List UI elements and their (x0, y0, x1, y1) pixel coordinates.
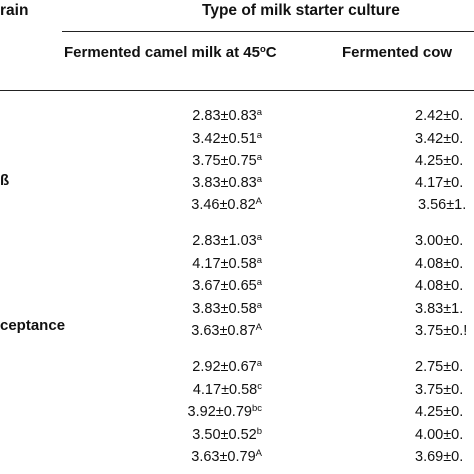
significance-letter: a (256, 357, 262, 369)
cell-value: 2.83±1.03 (192, 233, 257, 249)
camel-milk-value: 4.17±0.58c (193, 382, 262, 398)
cell-value: 2.92±0.67 (192, 359, 257, 375)
significance-letter: a (256, 299, 262, 311)
cell-value: 3.46±0.82 (191, 197, 256, 213)
significance-letter: c (257, 380, 262, 392)
cow-milk-value: 4.00±0. (415, 427, 464, 443)
cow-milk-column-header: Fermented cow (342, 44, 453, 61)
camel-milk-value: 3.92±0.79bc (188, 404, 262, 420)
camel-milk-value: 3.63±0.79A (191, 449, 262, 465)
cow-milk-value: 4.08±0. (415, 278, 464, 294)
culture-type-header: Type of milk starter culture (202, 2, 400, 19)
cell-value: 2.83±0.83 (192, 108, 257, 124)
cell-value: 3.92±0.79 (187, 404, 252, 420)
camel-milk-value: 2.92±0.67a (192, 359, 262, 375)
significance-letter: A (255, 321, 262, 333)
camel-milk-value: 3.83±0.58a (192, 301, 262, 317)
significance-letter: a (256, 129, 262, 141)
camel-milk-value: 3.63±0.87A (191, 323, 262, 339)
cow-milk-value: 3.00±0. (415, 233, 464, 249)
camel-milk-value: 4.17±0.58a (192, 256, 262, 272)
camel-milk-value: 2.83±1.03a (192, 233, 262, 249)
significance-letter: b (256, 425, 262, 437)
cow-milk-value: 2.75±0. (415, 359, 464, 375)
cow-milk-value: 4.25±0. (415, 404, 464, 420)
cow-milk-value: 2.42±0. (415, 108, 464, 124)
camel-milk-value: 2.83±0.83a (192, 108, 262, 124)
cell-value: 3.42±0.51 (192, 131, 257, 147)
cow-milk-value: 4.25±0. (415, 153, 464, 169)
cell-value: 3.63±0.87 (191, 323, 256, 339)
significance-letter: a (256, 106, 262, 118)
cow-milk-value: 3.83±1. (415, 301, 464, 317)
cell-value: 3.50±0.52 (192, 427, 257, 443)
camel-milk-value: 3.46±0.82A (191, 197, 262, 213)
cell-value: 3.75±0.75 (192, 153, 257, 169)
header-divider (62, 31, 474, 32)
cow-milk-value: 3.75±0.! (415, 323, 468, 339)
significance-letter: a (256, 276, 262, 288)
significance-letter: a (256, 151, 262, 163)
cell-value: 3.63±0.79 (191, 449, 256, 465)
cell-value: 4.17±0.58 (192, 382, 258, 398)
camel-milk-value: 3.67±0.65a (192, 278, 262, 294)
table-top-rule (0, 90, 474, 91)
camel-milk-value: 3.75±0.75a (192, 153, 262, 169)
cow-milk-value: 4.08±0. (415, 256, 464, 272)
cow-milk-value: 3.75±0. (415, 382, 464, 398)
cell-value: 3.83±0.83 (192, 175, 257, 191)
cow-milk-value: 3.42±0. (415, 131, 464, 147)
camel-milk-value: 3.42±0.51a (192, 131, 262, 147)
cell-value: 3.83±0.58 (192, 301, 257, 317)
row-label-header: rain (0, 2, 29, 19)
row-group-label-a: ß (0, 172, 10, 189)
significance-letter: a (256, 254, 262, 266)
camel-milk-value: 3.50±0.52b (192, 427, 262, 443)
significance-letter: a (256, 173, 262, 185)
significance-letter: bc (251, 402, 262, 414)
cell-value: 4.17±0.58 (192, 256, 257, 272)
cow-milk-value: 3.56±1. (418, 197, 467, 213)
camel-milk-column-header: Fermented camel milk at 45oC (64, 43, 277, 61)
cell-value: 3.67±0.65 (192, 278, 257, 294)
significance-letter: a (256, 231, 262, 243)
cow-milk-value: 3.69±0. (415, 449, 464, 465)
row-group-label-b: ceptance (0, 317, 66, 334)
significance-letter: A (255, 195, 262, 207)
camel-milk-value: 3.83±0.83a (192, 175, 262, 191)
cow-milk-value: 4.17±0. (415, 175, 464, 191)
significance-letter: A (255, 447, 262, 459)
